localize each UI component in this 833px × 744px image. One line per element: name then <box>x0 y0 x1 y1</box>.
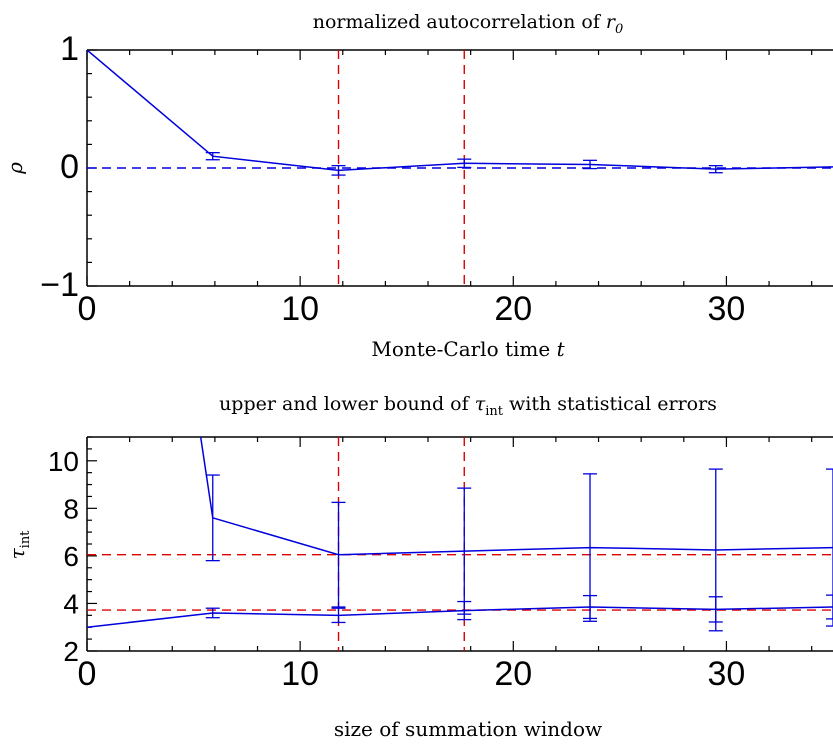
y-axis-label: τint <box>5 530 33 560</box>
x-axis-label: Monte-Carlo time t <box>371 337 565 361</box>
chart-title: upper and lower bound of τint with stati… <box>219 393 717 419</box>
x-tick-label: 30 <box>708 655 746 693</box>
tau-int-panel: upper and lower bound of τint with stati… <box>5 393 833 741</box>
x-tick-label: 10 <box>281 290 319 328</box>
x-tick-label: 30 <box>708 290 746 328</box>
x-tick-label: 20 <box>494 655 532 693</box>
x-tick-label: 10 <box>281 655 319 693</box>
y-tick-label: 6 <box>63 541 79 572</box>
x-tick-label: 0 <box>78 655 97 693</box>
y-tick-label: 2 <box>63 636 79 667</box>
y-tick-label: 1 <box>60 30 79 68</box>
y-tick-label: 10 <box>48 446 79 477</box>
y-axis-label: ρ <box>3 162 27 175</box>
x-tick-label: 0 <box>78 290 97 328</box>
chart-title: normalized autocorrelation of r0 <box>313 11 624 37</box>
series-group <box>87 50 833 176</box>
series-line <box>199 437 833 556</box>
y-tick-label: 4 <box>63 588 79 619</box>
autocorrelation-panel: normalized autocorrelation of r0 Monte-C… <box>3 11 833 361</box>
x-axis-label: size of summation window <box>334 717 602 741</box>
y-tick-label: −1 <box>40 266 79 304</box>
y-tick-label: 8 <box>63 493 79 524</box>
series-group <box>87 437 833 632</box>
x-tick-label: 20 <box>494 290 532 328</box>
series-line <box>87 50 833 172</box>
y-tick-label: 0 <box>60 148 79 186</box>
